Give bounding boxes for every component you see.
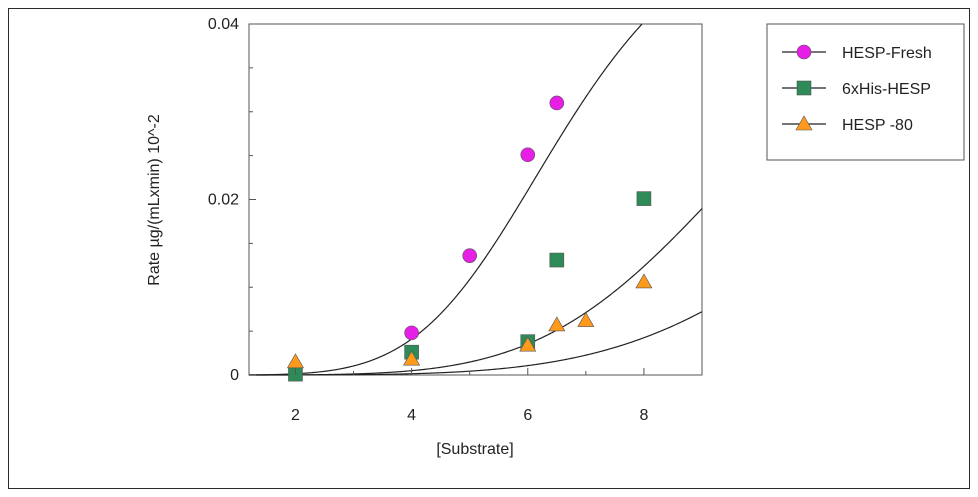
data-point-triangle [635,273,653,289]
data-point-triangle [286,353,304,369]
plot-area [248,23,703,376]
data-markers [286,95,653,382]
y-axis-label: Rate µg/(mLxmin) 10^-2 [146,114,163,286]
fit-curve [249,208,703,376]
x-tick-label: 4 [407,407,416,424]
data-point-square [549,252,565,268]
x-tick-label: 6 [523,407,532,424]
legend-label: HESP-Fresh [842,45,932,62]
legend-label: 6xHis-HESP [842,81,931,98]
data-point-circle [404,325,419,341]
legend-marker-circle [796,44,812,60]
y-tick-label: 0 [230,367,239,384]
x-axis-ticks: 2 4 6 8 [291,368,648,424]
fit-curve [249,311,703,376]
data-point-circle [462,248,477,263]
y-tick-label: 0.02 [208,192,239,209]
data-point-square [636,191,652,206]
x-axis-label: [Substrate] [436,441,513,458]
legend-marker-triangle [795,115,813,131]
data-point-circle [549,95,565,111]
legend-marker-square [796,80,812,96]
fit-curve [248,23,643,376]
data-point-triangle [577,311,595,327]
legend-label: HESP -80 [842,117,913,134]
data-point-circle [520,147,536,163]
data-point-triangle [519,336,537,352]
legend: HESP-Fresh 6xHis-HESP HESP -80 [766,23,965,161]
plot-border [248,23,703,376]
x-tick-label: 8 [639,407,648,424]
fit-curves [248,23,703,376]
x-tick-label: 2 [291,407,300,424]
y-tick-label: 0.04 [208,16,239,33]
data-point-triangle [548,316,566,332]
data-point-triangle [403,350,421,366]
y-axis-ticks: 0 0.02 0.04 [208,16,256,384]
